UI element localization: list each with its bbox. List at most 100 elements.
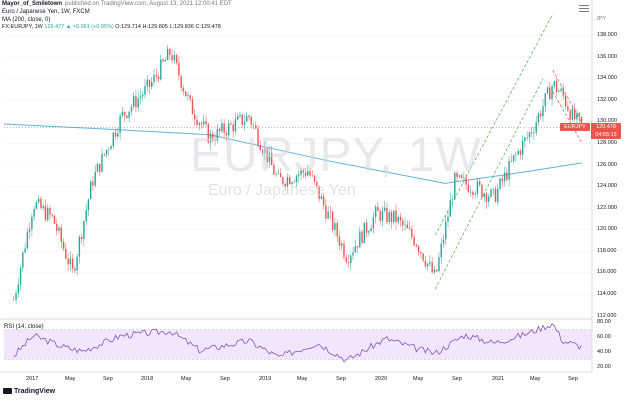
candle [96,162,99,173]
trendline-channel-lower[interactable] [434,78,544,290]
candle [454,170,456,200]
candle [325,199,327,222]
candle [331,209,334,233]
tradingview-logo[interactable]: TradingView [3,388,55,395]
candle [551,84,553,107]
chart-title[interactable]: Euro / Japanese Yen, 1W, FXCM [2,9,90,15]
candle [309,167,311,178]
rsi-tick-label: 40.00 [597,348,611,355]
rsi-legend[interactable]: RSI (14, close) [4,324,44,330]
candle [33,205,35,221]
time-tick-label: 2021 [492,376,505,382]
candle [234,112,237,135]
candle [87,198,90,217]
candle [117,127,119,140]
candle [540,109,542,120]
candle [289,174,291,185]
time-tick-label: Sep [220,376,230,382]
candle [402,218,404,232]
candle [320,193,323,200]
candle [17,278,20,298]
ma-legend[interactable]: MA (200, close, 0) [2,17,51,23]
candle [128,111,130,123]
candle [460,174,463,179]
candle [207,122,209,144]
candle [524,136,526,148]
candle [130,103,133,116]
price-tick-label: 118.000 [597,247,617,254]
candle [40,196,42,210]
candle [270,145,273,166]
candle [15,289,17,304]
candle [69,251,72,271]
price-tick-label: 128.000 [597,139,617,146]
candle [313,174,316,185]
candle [354,239,356,254]
candle [451,194,454,208]
candle [440,238,442,264]
candle [105,149,108,158]
logo-text: TradingView [14,388,56,395]
candle [406,220,409,229]
price-tick-label: 124.000 [597,183,617,190]
candle [291,181,293,187]
price-tick-label: 122.000 [597,204,617,211]
candle [388,209,390,225]
watermark-description: Euro / Japanese Yen [208,182,356,199]
candle [368,229,370,237]
candle [395,204,397,230]
candle [246,111,248,122]
candle [383,200,386,213]
candle [241,114,243,128]
trendline-descending-lower[interactable] [552,91,583,144]
candle [282,176,284,187]
candle [142,90,144,102]
candle [426,262,429,271]
candle [311,170,314,178]
candle [442,234,445,248]
time-tick-label: May [181,376,192,382]
candle [341,240,343,251]
rsi-line [13,323,582,363]
candle [472,190,474,200]
candle [352,246,354,261]
candle [284,181,286,191]
publish-header: Mayor_of_Smiletown published on TradingVi… [2,1,232,7]
price-tick-label: 114.000 [597,290,617,297]
candle [494,185,497,203]
price-tick-label: 120.000 [597,226,617,233]
candle [123,111,126,123]
price-tick-label: 130.000 [597,118,617,125]
candle [275,171,277,177]
candle [250,115,252,129]
candle [28,222,31,239]
candle [343,240,345,260]
badge-price: 129.478 [596,124,616,131]
candle [474,191,476,198]
price-tick-label: 126.000 [597,161,617,168]
candle [347,254,350,268]
candle [465,173,467,190]
trendline-channel-upper[interactable] [434,13,554,236]
low-value: L:129.836 [169,24,194,30]
time-tick-label: 2019 [259,376,272,382]
candle [19,265,22,291]
candle [99,163,101,176]
candle [236,113,239,121]
candle [571,105,574,121]
candle [463,171,465,184]
candle [431,257,433,274]
candle [492,188,494,196]
menu-icon[interactable] [579,3,589,13]
pair-label: FX:EURJPY, 1W [2,24,43,30]
candle [126,115,128,120]
trendline-descending-upper[interactable] [552,69,583,125]
candle [363,222,366,244]
publish-info: published on TradingView.com, August 13,… [65,1,232,7]
candle [110,144,112,150]
author-name[interactable]: Mayor_of_Smiletown [2,1,63,7]
candle [189,94,191,102]
candle [374,204,377,224]
candle [512,155,515,164]
